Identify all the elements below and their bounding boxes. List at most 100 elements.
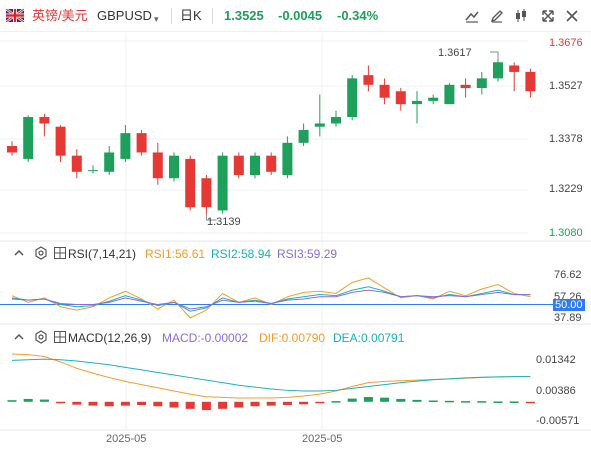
candle-body xyxy=(250,155,260,176)
macd-bar xyxy=(234,401,244,408)
macd-bar xyxy=(315,401,325,404)
candle-body xyxy=(476,78,487,89)
candle-body xyxy=(347,78,358,118)
macd-bar xyxy=(56,401,66,404)
macd-bar xyxy=(153,401,163,407)
chart-header: 英镑/美元 GBPUSD ▾ 日K 1.3525 -0.0045 -0.34% xyxy=(0,0,591,32)
header-divider xyxy=(171,8,172,24)
macd-bar xyxy=(509,401,519,403)
macd-bar xyxy=(331,401,341,403)
candle-body xyxy=(395,91,406,105)
caret-down-icon[interactable]: ▾ xyxy=(154,14,159,24)
candle-body xyxy=(379,84,390,98)
rsi1-value: RSI1:56.61 xyxy=(145,247,206,261)
y-tick-label: 1.3378 xyxy=(549,133,583,145)
macd-bar xyxy=(266,401,276,406)
indicator-grid-icon xyxy=(54,247,66,259)
candle-body xyxy=(152,152,163,179)
candle-body xyxy=(298,129,309,143)
candle-body xyxy=(201,178,212,208)
candle-body xyxy=(39,117,50,124)
candle-body xyxy=(412,100,422,105)
candle-body xyxy=(217,155,228,211)
macd-bar xyxy=(39,399,49,402)
macd-bar xyxy=(444,400,454,403)
y-tick-label: 1.3527 xyxy=(549,80,583,92)
pair-name[interactable]: 英镑/美元 xyxy=(32,8,88,23)
header-divider xyxy=(212,8,213,24)
macd-bar xyxy=(120,401,130,406)
macd-bar xyxy=(299,401,309,405)
rsi-title[interactable]: RSI(7,14,21) xyxy=(68,247,137,261)
rsi3-line xyxy=(11,289,531,310)
macd-bar xyxy=(282,401,292,405)
rsi-tick-label: 37.89 xyxy=(554,312,582,324)
macd-bar xyxy=(88,401,98,406)
price-change: -0.0045 xyxy=(278,8,323,23)
rsi-midline-tag: 50.00 xyxy=(553,299,585,311)
high-marker-line xyxy=(490,51,499,61)
collapse-icon[interactable] xyxy=(12,330,26,344)
expand-icon[interactable] xyxy=(538,6,558,26)
candle-body xyxy=(136,133,147,153)
candle-style-icon[interactable] xyxy=(511,6,531,26)
low-price-label: 1.3139 xyxy=(207,216,241,228)
macd-bar xyxy=(412,399,422,402)
candle-body xyxy=(120,133,131,159)
settings-icon[interactable] xyxy=(34,330,48,344)
collapse-icon[interactable] xyxy=(12,246,26,260)
macd-bar xyxy=(185,401,195,409)
x-axis-label: 2025-05 xyxy=(302,433,343,445)
candle-body xyxy=(363,75,374,85)
price-change-percent: -0.34% xyxy=(337,8,379,23)
high-price-label: 1.3617 xyxy=(438,47,472,59)
x-axis-label: 2025-05 xyxy=(106,433,147,445)
low-marker-line xyxy=(205,213,217,221)
macd-bar xyxy=(169,401,179,408)
candle-body xyxy=(7,146,17,153)
indicator-icon[interactable] xyxy=(462,6,482,26)
macd-tick-label: 0.00386 xyxy=(536,385,576,397)
candle-body xyxy=(331,117,341,124)
macd-bar xyxy=(347,398,357,402)
candle-body xyxy=(23,117,34,159)
timeframe-selector[interactable]: 日K xyxy=(180,8,202,23)
macd-bar xyxy=(23,398,33,402)
y-tick-label: 1.3229 xyxy=(549,183,583,195)
symbol-code[interactable]: GBPUSD xyxy=(97,8,152,23)
macd-bar xyxy=(7,400,17,402)
macd-bar xyxy=(72,401,82,405)
candle-body xyxy=(233,155,244,176)
macd-bar xyxy=(428,400,438,403)
macd-bar xyxy=(493,401,503,403)
candle-body xyxy=(169,155,179,179)
macd-bar xyxy=(477,401,487,403)
candle-body xyxy=(493,62,503,79)
macd-value: MACD:-0.00002 xyxy=(162,331,249,345)
macd-bar xyxy=(250,401,260,407)
rsi1-line xyxy=(11,277,531,319)
candle-body xyxy=(88,170,98,172)
macd-title[interactable]: MACD(12,26,9) xyxy=(68,331,152,345)
macd-bar xyxy=(380,397,390,402)
uk-flag-icon xyxy=(6,9,24,22)
candle-body xyxy=(104,152,115,172)
candle-body xyxy=(185,158,196,208)
dif-value: DIF:0.00790 xyxy=(259,331,326,345)
candle-body xyxy=(509,65,520,72)
settings-icon[interactable] xyxy=(34,246,48,260)
current-price: 1.3525 xyxy=(224,8,264,23)
candle-body xyxy=(314,123,325,127)
macd-bar xyxy=(363,397,373,402)
draw-pen-icon[interactable] xyxy=(487,6,507,26)
y-tick-label: 1.3676 xyxy=(549,37,583,49)
macd-tick-label: -0.00571 xyxy=(536,415,580,427)
dea-value: DEA:0.00791 xyxy=(333,331,405,345)
rsi2-value: RSI2:58.94 xyxy=(211,247,272,261)
rsi3-value: RSI3:59.29 xyxy=(277,247,338,261)
indicator-grid-icon xyxy=(54,331,66,343)
close-icon[interactable] xyxy=(562,6,582,26)
macd-bar xyxy=(461,401,471,403)
macd-bar xyxy=(218,401,228,409)
